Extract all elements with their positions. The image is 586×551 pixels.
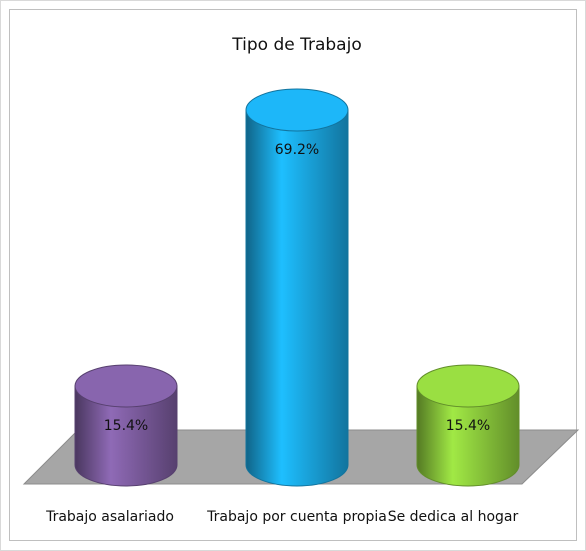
chart-title: Tipo de Trabajo [231, 35, 361, 55]
x-tick-label: Trabajo asalariado [45, 509, 174, 525]
x-tick-label: Trabajo por cuenta propia [206, 509, 387, 525]
bar [74, 385, 178, 487]
x-tick-label: Se dedica al hogar [388, 509, 519, 525]
data-label: 15.4% [446, 418, 490, 434]
bar [245, 109, 349, 487]
bar-top [416, 364, 520, 408]
data-label: 69.2% [275, 142, 319, 158]
bar-top [74, 364, 178, 408]
data-label: 15.4% [104, 418, 148, 434]
bar [416, 385, 520, 487]
bar-top [245, 88, 349, 132]
